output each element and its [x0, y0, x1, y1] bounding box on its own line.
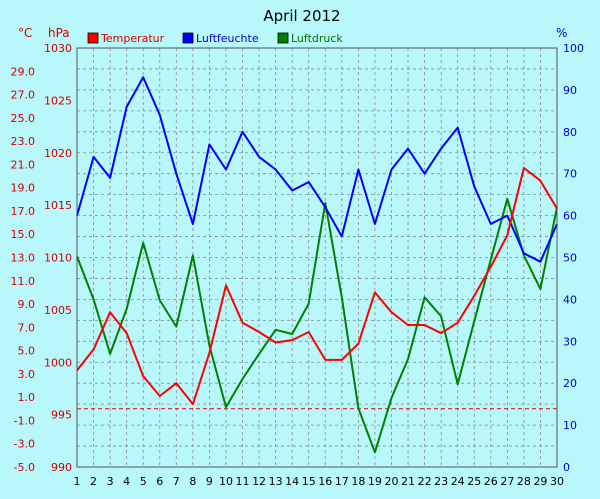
humidity-tick-label: 20 — [563, 377, 577, 390]
x-tick-label: 2 — [90, 475, 97, 488]
humidity-tick-label: 30 — [563, 335, 577, 348]
legend-label-temperatur: Temperatur — [100, 32, 165, 45]
series-line-luftdruck — [76, 197, 558, 454]
x-tick-label: 22 — [418, 475, 432, 488]
humidity-tick-label: 10 — [563, 419, 577, 432]
temperature-tick-label: 11.0 — [11, 275, 36, 288]
temperature-tick-label: 1.0 — [18, 391, 36, 404]
x-tick-label: 14 — [285, 475, 299, 488]
x-tick-label: 5 — [140, 475, 147, 488]
x-tick-label: 4 — [123, 475, 130, 488]
x-tick-label: 17 — [335, 475, 349, 488]
humidity-axis-ticks: 0 10 20 30 40 50 60 70 80 90 100 — [563, 42, 584, 474]
temperature-unit-label: °C — [18, 26, 32, 40]
temperature-axis-ticks: -5.0 -3.0 -1.0 1.0 3.0 5.0 7.0 9.0 11.0 13.0 15.0 1… — [11, 65, 36, 474]
x-tick-label: 23 — [434, 475, 448, 488]
temperature-tick-label: -5.0 — [14, 461, 35, 474]
humidity-tick-label: 0 — [563, 461, 570, 474]
pressure-tick-label: 1020 — [44, 147, 72, 160]
pressure-tick-label: 995 — [51, 409, 72, 422]
legend: Temperatur Luftfeuchte Luftdruck — [87, 32, 343, 45]
pressure-tick-label: 990 — [51, 461, 72, 474]
pressure-unit-label: hPa — [48, 26, 70, 40]
humidity-tick-label: 40 — [563, 293, 577, 306]
x-tick-label: 21 — [401, 475, 415, 488]
x-tick-label: 20 — [384, 475, 398, 488]
legend-label-luftdruck: Luftdruck — [291, 32, 343, 45]
x-tick-label: 29 — [533, 475, 547, 488]
x-tick-label: 24 — [451, 475, 465, 488]
humidity-tick-label: 50 — [563, 252, 577, 265]
temperature-tick-label: 7.0 — [18, 321, 36, 334]
series-line-temperatur — [76, 166, 558, 406]
temperature-tick-label: 23.0 — [11, 135, 36, 148]
x-tick-label: 19 — [368, 475, 382, 488]
x-tick-label: 9 — [206, 475, 213, 488]
x-tick-label: 12 — [252, 475, 266, 488]
humidity-tick-label: 100 — [563, 42, 584, 55]
temperature-tick-label: -3.0 — [14, 438, 35, 451]
temperature-tick-label: 17.0 — [11, 205, 36, 218]
pressure-tick-label: 1005 — [44, 304, 72, 317]
humidity-tick-label: 90 — [563, 84, 577, 97]
x-tick-label: 16 — [318, 475, 332, 488]
x-tick-label: 1 — [74, 475, 81, 488]
legend-label-luftfeuchte: Luftfeuchte — [196, 32, 259, 45]
x-tick-label: 11 — [236, 475, 250, 488]
temperature-tick-label: 29.0 — [11, 65, 36, 78]
chart-title: April 2012 — [263, 7, 340, 25]
temperature-tick-label: 25.0 — [11, 112, 36, 125]
humidity-tick-label: 70 — [563, 168, 577, 181]
temperature-tick-label: -1.0 — [14, 414, 35, 427]
plot-frame — [76, 47, 558, 468]
plot-border — [76, 47, 558, 468]
pressure-axis-ticks: 990 995 1000 1005 1010 1015 1020 1025 1030 — [44, 42, 72, 474]
x-tick-label: 18 — [351, 475, 365, 488]
x-tick-label: 28 — [517, 475, 531, 488]
x-tick-label: 26 — [484, 475, 498, 488]
x-tick-label: 30 — [550, 475, 564, 488]
x-tick-label: 7 — [173, 475, 180, 488]
humidity-unit-label: % — [556, 26, 567, 40]
x-tick-label: 6 — [156, 475, 163, 488]
temperature-tick-label: 13.0 — [11, 252, 36, 265]
legend-swatch-luftfeuchte — [182, 32, 194, 44]
x-axis-ticks: 1 2 3 4 5 6 7 8 9 10 11 12 13 14 15 16 17 18 19 20 21 22 23 24 2… — [74, 475, 565, 488]
temperature-tick-label: 27.0 — [11, 89, 36, 102]
temperature-tick-label: 5.0 — [18, 345, 36, 358]
series-lines — [76, 76, 558, 454]
series-line-luftfeuchte — [76, 76, 558, 263]
x-tick-label: 27 — [500, 475, 514, 488]
temperature-tick-label: 9.0 — [18, 298, 36, 311]
x-tick-label: 13 — [269, 475, 283, 488]
pressure-tick-label: 1000 — [44, 356, 72, 369]
pressure-tick-label: 1025 — [44, 94, 72, 107]
x-tick-label: 8 — [189, 475, 196, 488]
legend-swatch-temperatur — [87, 32, 99, 44]
temperature-tick-label: 21.0 — [11, 158, 36, 171]
pressure-tick-label: 1015 — [44, 199, 72, 212]
x-tick-label: 15 — [302, 475, 316, 488]
temperature-tick-label: 19.0 — [11, 182, 36, 195]
x-tick-label: 25 — [467, 475, 481, 488]
humidity-tick-label: 80 — [563, 126, 577, 139]
temperature-tick-label: 3.0 — [18, 368, 36, 381]
pressure-tick-label: 1010 — [44, 252, 72, 265]
pressure-tick-label: 1030 — [44, 42, 72, 55]
humidity-tick-label: 60 — [563, 210, 577, 223]
x-tick-label: 3 — [107, 475, 114, 488]
legend-swatch-luftdruck — [277, 32, 289, 44]
x-tick-label: 10 — [219, 475, 233, 488]
temperature-tick-label: 15.0 — [11, 228, 36, 241]
